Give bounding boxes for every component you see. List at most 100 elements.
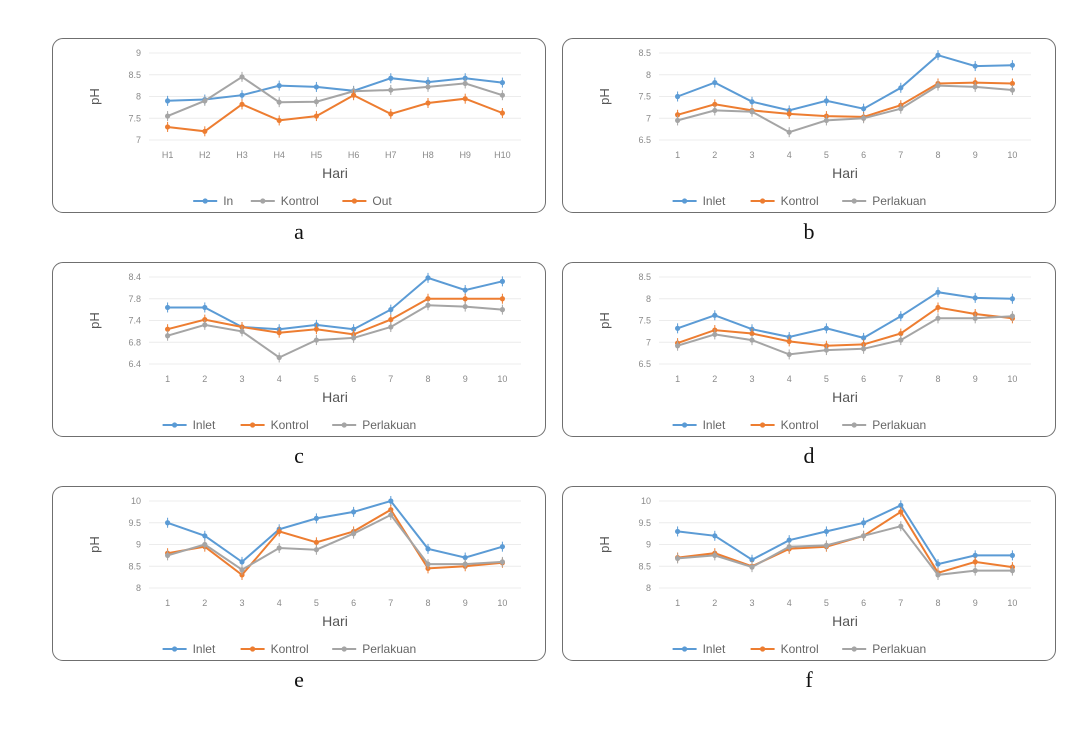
legend-swatch-marker: [202, 198, 208, 204]
data-point: [239, 74, 245, 80]
data-point: [202, 541, 208, 548]
series-line: [677, 306, 1013, 347]
legend-label: Kontrol: [271, 418, 309, 432]
series-line: [677, 84, 1013, 134]
x-tick-label: 4: [787, 598, 792, 608]
y-tick-label: 6.4: [128, 359, 141, 369]
data-point: [786, 111, 792, 117]
line-chart-f: 8 8.5 9 9.5 10 1 2 3 4 5 6 7 8 9 10 pH Hari Inlet Kontrol P…: [597, 496, 1031, 656]
panel-caption: d: [803, 443, 815, 468]
data-point: [675, 555, 681, 562]
x-tick-label: 10: [1007, 374, 1017, 384]
series-inlet: [165, 272, 505, 335]
series-inlet: [165, 496, 505, 567]
legend-swatch-marker: [172, 422, 178, 428]
data-point: [165, 304, 171, 311]
x-tick-label: 5: [314, 374, 319, 384]
x-tick-label: 4: [787, 150, 792, 160]
data-point: [1009, 313, 1015, 319]
data-point: [165, 113, 171, 119]
legend-label: Perlakuan: [872, 194, 926, 208]
legend-swatch-marker: [682, 646, 688, 652]
legend-label: Kontrol: [781, 418, 819, 432]
data-point: [202, 98, 208, 104]
panel-caption: c: [294, 443, 304, 468]
legend-swatch-marker: [172, 646, 178, 652]
legend-item-in: In: [193, 194, 233, 208]
legend-item-perlakuan: Perlakuan: [842, 194, 926, 208]
legend-item-inlet: Inlet: [162, 642, 216, 656]
data-point: [786, 544, 792, 550]
data-point: [388, 75, 394, 81]
data-point: [239, 567, 245, 573]
data-point: [712, 552, 718, 558]
series-line: [167, 499, 503, 564]
data-point: [749, 109, 755, 115]
data-point: [313, 113, 319, 119]
legend-item-kontrol: Kontrol: [250, 194, 319, 208]
y-axis-title: pH: [597, 312, 612, 329]
data-point: [276, 330, 282, 336]
y-tick-label: 7: [646, 337, 651, 347]
x-tick-label: 2: [712, 598, 717, 608]
legend: Inlet Kontrol Perlakuan: [672, 194, 926, 208]
series-line: [167, 304, 503, 359]
x-tick-label: 9: [973, 598, 978, 608]
x-tick-label: 5: [314, 598, 319, 608]
data-point: [313, 84, 319, 90]
data-point: [823, 117, 829, 124]
legend-label: Perlakuan: [362, 418, 416, 432]
y-tick-label: 9.5: [128, 518, 141, 528]
y-tick-label: 8.5: [638, 561, 651, 571]
x-tick-label: 4: [277, 374, 282, 384]
data-point: [712, 331, 718, 338]
series-line: [167, 276, 503, 331]
data-point: [202, 128, 208, 134]
y-tick-label: 7.5: [638, 316, 651, 326]
panel-caption: b: [803, 219, 815, 244]
x-axis-title: Hari: [832, 613, 858, 629]
data-point: [749, 337, 755, 343]
data-point: [823, 325, 829, 331]
series-perlakuan: [165, 300, 505, 363]
data-point: [675, 325, 681, 331]
data-point: [425, 275, 431, 281]
data-point: [499, 559, 505, 565]
y-tick-label: 7: [136, 135, 141, 145]
y-tick-label: 10: [131, 496, 141, 506]
chart-frame: 6.4 6.8 7.4 7.8 8.4 1 2 3 4 5 6 7 8 9 10 pH Hari Inlet Kon…: [52, 262, 546, 437]
data-point: [935, 304, 941, 311]
data-point: [935, 289, 941, 295]
legend-swatch-marker: [682, 422, 688, 428]
data-point: [861, 533, 867, 539]
data-point: [972, 315, 978, 321]
legend-item-inlet: Inlet: [672, 642, 726, 656]
x-tick-label: 2: [202, 598, 207, 608]
data-point: [276, 83, 282, 89]
x-tick-label: 3: [749, 598, 754, 608]
data-point: [749, 99, 755, 105]
legend-swatch-marker: [250, 422, 256, 428]
data-point: [898, 502, 904, 508]
data-point: [388, 498, 394, 504]
y-tick-label: 6.5: [638, 135, 651, 145]
data-point: [972, 552, 978, 558]
data-point: [749, 564, 755, 570]
x-tick-label: 1: [165, 598, 170, 608]
legend: Inlet Kontrol Perlakuan: [672, 642, 926, 656]
data-point: [861, 520, 867, 526]
x-tick-label: 8: [935, 374, 940, 384]
data-point: [425, 100, 431, 106]
series-line: [167, 77, 503, 102]
line-chart-b: 6.5 7 7.5 8 8.5 1 2 3 4 5 6 7 8 9 10 pH Hari Inlet Kontrol…: [597, 48, 1031, 208]
data-point: [499, 307, 505, 313]
data-point: [972, 559, 978, 565]
data-point: [313, 515, 319, 521]
data-point: [165, 124, 171, 130]
data-point: [239, 559, 245, 565]
data-point: [239, 572, 245, 578]
x-tick-label: 6: [861, 598, 866, 608]
data-point: [861, 346, 867, 352]
y-axis-title: pH: [87, 312, 102, 329]
data-point: [712, 79, 718, 86]
